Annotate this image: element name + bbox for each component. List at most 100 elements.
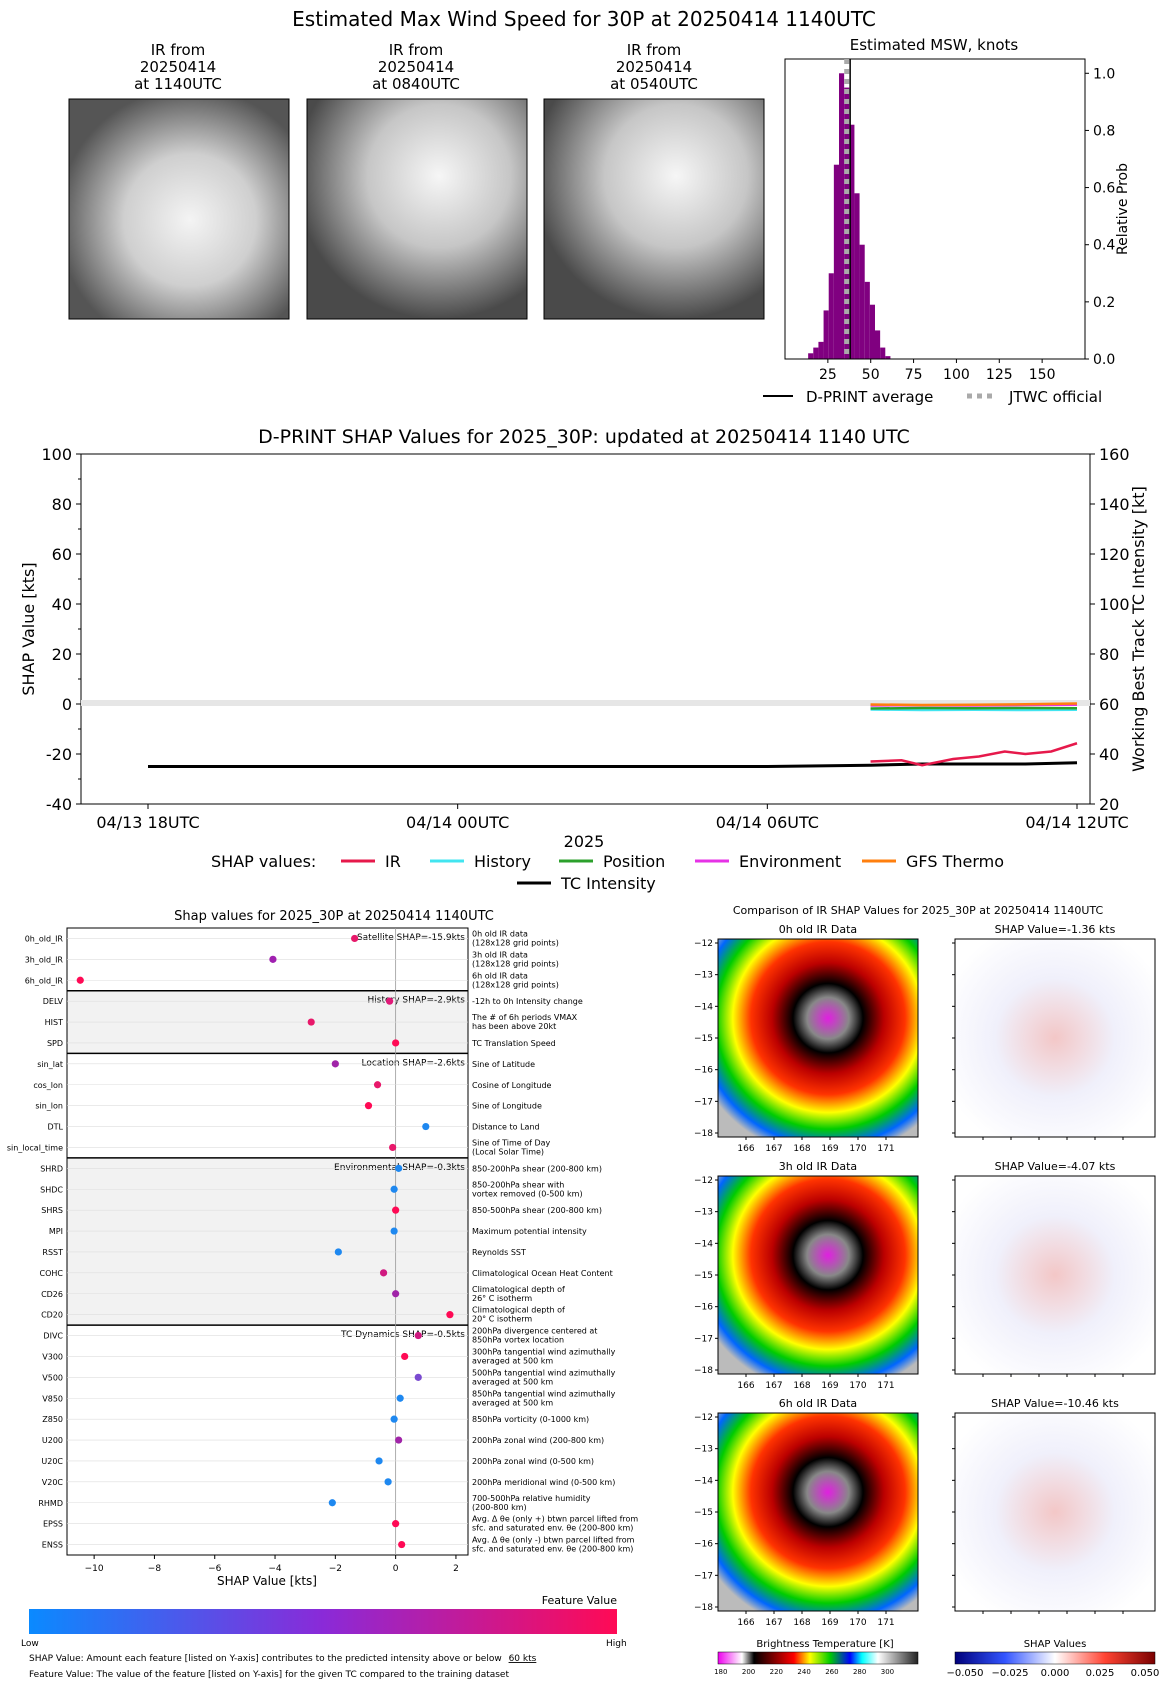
feature-name: sin_lon xyxy=(35,1102,63,1111)
ir-xtick-label: 166 xyxy=(737,1381,754,1391)
feature-name: RHMD xyxy=(38,1499,63,1508)
shap-value-title: SHAP Value=-1.36 kts xyxy=(995,923,1116,936)
feature-name: SHRD xyxy=(40,1164,63,1173)
histogram-bar xyxy=(823,310,829,359)
feature-bar-title: Feature Value xyxy=(542,1594,618,1607)
shap-value-title: SHAP Value=-10.46 kts xyxy=(991,1397,1119,1410)
feature-point xyxy=(395,1164,403,1172)
ir-ytick-label: −14 xyxy=(694,1002,713,1012)
ir-ytick-label: −16 xyxy=(694,1066,713,1076)
ir-panel-label-line1: IR from xyxy=(389,41,444,59)
feature-point xyxy=(414,1331,422,1340)
feature-description: 3h old IR data xyxy=(472,950,528,959)
histogram-xtick-label: 100 xyxy=(943,367,970,383)
feature-name: Z850 xyxy=(42,1415,63,1424)
legend-label: TC Intensity xyxy=(560,874,656,893)
series-line-ir xyxy=(870,742,1078,767)
shap-value-title: SHAP Value=-4.07 kts xyxy=(995,1160,1116,1173)
histogram-ytick-label: 0.0 xyxy=(1093,352,1115,368)
brightness-colorbar-label: Brightness Temperature [K] xyxy=(756,1639,893,1650)
feature-description: 850hPa vortex location xyxy=(472,1336,564,1345)
timeseries-legend: SHAP values: IR History Position Environmen… xyxy=(211,852,1004,893)
feature-point xyxy=(392,1039,400,1047)
feature-description: averaged at 500 km xyxy=(472,1356,553,1365)
shap-colorbar: SHAP Values −0.050 −0.025 0.000 0.025 0.050 xyxy=(946,1639,1159,1679)
brightness-colorbar: Brightness Temperature [K] 180 200 220 240 2… xyxy=(714,1639,919,1676)
feature-point xyxy=(446,1311,454,1319)
ir-xtick-label: 171 xyxy=(877,1618,894,1628)
ytick-right-label: 80 xyxy=(1099,645,1119,664)
shap-colorbar-gradient xyxy=(954,1651,1156,1665)
ir-ytick-label: −12 xyxy=(694,1413,713,1423)
feature-point xyxy=(331,1060,339,1068)
feature-description: sfc. and saturated env. θe (200-800 km) xyxy=(472,1524,633,1533)
shap-colorbar-label: SHAP Values xyxy=(1024,1639,1087,1650)
ir-ytick-label: −16 xyxy=(694,1303,713,1313)
feature-point xyxy=(307,1018,315,1026)
ytick-right-label: 120 xyxy=(1099,545,1130,564)
feature-description: Cosine of Longitude xyxy=(472,1081,552,1090)
feature-name: RSST xyxy=(42,1248,63,1257)
feature-description: The # of 6h periods VMAX xyxy=(471,1013,578,1022)
feature-name: DELV xyxy=(43,997,64,1006)
feature-name: 3h_old_IR xyxy=(25,955,64,964)
feature-description: 20° C isotherm xyxy=(472,1315,532,1324)
feature-point xyxy=(392,1520,400,1528)
feature-description: Sine of Latitude xyxy=(472,1060,535,1069)
feature-description: 200hPa divergence centered at xyxy=(472,1327,597,1336)
feature-name: cos_lon xyxy=(33,1081,63,1090)
ir-xtick-label: 167 xyxy=(765,1381,782,1391)
feature-value-colorbar: Feature Value Low High xyxy=(21,1594,627,1649)
ir-panel-label-line2: 20250414 xyxy=(616,58,692,76)
ir-xtick-label: 166 xyxy=(737,1144,754,1154)
bt-tick-label: 180 xyxy=(714,1668,727,1676)
feature-description: averaged at 500 km xyxy=(472,1398,553,1407)
legend-dprint-label: D-PRINT average xyxy=(806,388,933,406)
feature-point xyxy=(395,1436,403,1444)
feature-description: Distance to Land xyxy=(472,1123,540,1132)
ir-ytick-label: −15 xyxy=(694,1034,713,1044)
histogram-bar xyxy=(833,164,839,359)
feature-description: TC Translation Speed xyxy=(471,1039,556,1048)
feature-name: ENSS xyxy=(42,1541,63,1550)
timeseries-title: D-PRINT SHAP Values for 2025_30P: update… xyxy=(258,426,910,448)
feature-description: 26° C isotherm xyxy=(472,1294,532,1303)
feature-name: EPSS xyxy=(43,1520,63,1529)
ytick-right-label: 40 xyxy=(1099,745,1119,764)
histogram-xtick-label: 50 xyxy=(862,367,880,383)
feature-name: 6h_old_IR xyxy=(25,976,64,985)
feature-name: U20C xyxy=(41,1457,63,1466)
feature-point xyxy=(375,1457,383,1465)
ir-panel-label-line3: at 0540UTC xyxy=(610,75,698,93)
feature-name: COHC xyxy=(40,1269,64,1278)
histogram-title: Estimated MSW, knots xyxy=(850,36,1019,54)
histogram-bar xyxy=(813,347,819,359)
feature-bar-high: High xyxy=(606,1639,627,1649)
feature-description: (128x128 grid points) xyxy=(472,959,559,968)
ir-xtick-label: 167 xyxy=(765,1618,782,1628)
xtick-label: 04/13 18UTC xyxy=(96,813,199,832)
zero-band xyxy=(81,700,1090,706)
histogram-xtick-label: 150 xyxy=(1029,367,1056,383)
feature-point xyxy=(390,1227,398,1235)
feature-point xyxy=(373,1081,382,1089)
timeseries-xlabel: 2025 xyxy=(564,832,605,851)
ytick-left-label: 40 xyxy=(52,595,72,614)
ir-xtick-label: 171 xyxy=(877,1144,894,1154)
legend-label: IR xyxy=(385,852,401,871)
bt-tick-label: 280 xyxy=(853,1668,866,1676)
feature-name: CD26 xyxy=(41,1290,63,1299)
xtick-label: 04/14 06UTC xyxy=(716,813,819,832)
ir-ytick-label: −14 xyxy=(694,1476,713,1486)
feature-description: 500hPa tangential wind azimuthally xyxy=(472,1368,616,1377)
ir-xtick-label: 170 xyxy=(849,1381,866,1391)
bt-tick-label: 220 xyxy=(770,1668,783,1676)
histogram-bar xyxy=(849,124,855,359)
feature-point xyxy=(328,1499,336,1507)
brightness-colorbar-gradient xyxy=(717,1651,919,1665)
ytick-left-label: 0 xyxy=(62,695,72,714)
feature-name: V850 xyxy=(42,1394,63,1403)
feature-description: (128x128 grid points) xyxy=(472,980,559,989)
feature-description: 300hPa tangential wind azimuthally xyxy=(472,1347,616,1356)
ytick-left-label: -20 xyxy=(46,745,72,764)
